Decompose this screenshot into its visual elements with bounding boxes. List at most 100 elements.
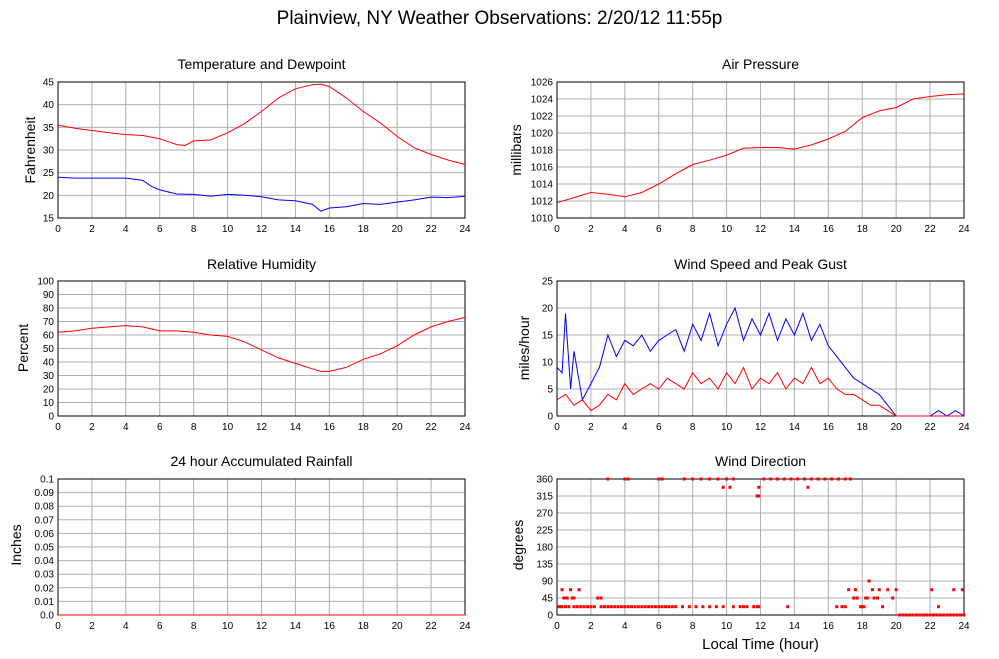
- x-tick-label: 22: [426, 422, 438, 433]
- x-tick-label: 18: [358, 224, 370, 235]
- x-tick-label: 22: [925, 422, 937, 433]
- rainfall-chart: 0 2 4 6 8 10 12 14 16 18 20 22 240.00.010.020.030.04…: [35, 475, 471, 633]
- x-tick-label: 2: [588, 224, 594, 235]
- wind-direction-point: [786, 605, 790, 609]
- wind-direction-point: [599, 596, 603, 600]
- x-tick-label: 14: [789, 422, 801, 433]
- wind-direction-point: [835, 605, 839, 609]
- pressure-series-red-line: [556, 93, 965, 204]
- y-tick-label: 40: [43, 358, 55, 369]
- wind-direction-point: [915, 613, 919, 617]
- x-tick-label: 18: [857, 621, 869, 632]
- wind-direction-point: [864, 596, 868, 600]
- wind-direction-point: [782, 477, 786, 481]
- wind-direction-point: [809, 477, 813, 481]
- wind-direction-point: [816, 477, 820, 481]
- humidity-title: Relative Humidity: [207, 256, 316, 272]
- wind-direction-point: [563, 596, 567, 600]
- wind-direction-point: [830, 477, 834, 481]
- wind-direction-point: [881, 605, 885, 609]
- wind-direction-point: [575, 605, 579, 609]
- wind-speed-title: Wind Speed and Peak Gust: [674, 256, 847, 272]
- rainfall-title: 24 hour Accumulated Rainfall: [170, 453, 353, 469]
- wind-direction-point: [570, 596, 574, 600]
- wind-direction-point: [716, 477, 720, 481]
- wind-direction-point: [701, 605, 705, 609]
- x-tick-label: 8: [191, 621, 197, 632]
- x-tick-label: 20: [392, 621, 404, 632]
- wind-direction-point: [582, 605, 586, 609]
- wind-direction-point: [643, 605, 647, 609]
- wind-direction-point: [589, 605, 593, 609]
- x-tick-label: 14: [290, 422, 302, 433]
- wind-direction-point: [650, 605, 654, 609]
- y-tick-label: 80: [43, 304, 55, 315]
- y-tick-label: 0.04: [35, 556, 55, 567]
- x-tick-label: 20: [891, 621, 903, 632]
- y-tick-label: 25: [43, 168, 55, 179]
- plot-frame: [556, 280, 965, 417]
- x-tick-label: 2: [89, 422, 95, 433]
- wind-direction-point: [569, 588, 573, 592]
- wind-direction-point: [840, 605, 844, 609]
- wind-direction-point: [653, 605, 657, 609]
- wind-direction-point: [757, 605, 761, 609]
- wind-direction-point: [848, 477, 852, 481]
- wind-direction-point: [775, 477, 779, 481]
- wind-direction-point: [572, 596, 576, 600]
- x-tick-label: 20: [891, 224, 903, 235]
- wind-direction-point: [952, 588, 956, 592]
- x-tick-label: 6: [656, 224, 662, 235]
- wind-direction-point: [945, 613, 949, 617]
- temperature-series-red-line: [57, 83, 466, 165]
- wind-direction-point: [687, 605, 691, 609]
- wind-direction-point: [560, 605, 564, 609]
- wind-direction-point: [602, 605, 606, 609]
- x-tick-label: 16: [324, 224, 336, 235]
- y-tick-label: 1018: [531, 146, 554, 157]
- wind-direction-point: [563, 605, 567, 609]
- wind-direction-point: [596, 596, 600, 600]
- wind-direction-point: [670, 605, 674, 609]
- wind-direction-point: [960, 588, 964, 592]
- plot-frame: [57, 280, 466, 417]
- x-tick-label: 18: [857, 422, 869, 433]
- x-tick-label: 20: [392, 224, 404, 235]
- x-tick-label: 16: [324, 621, 336, 632]
- wind-direction-point: [623, 477, 627, 481]
- wind-direction-point: [928, 613, 932, 617]
- wind-direction-point: [586, 605, 590, 609]
- pressure-chart: 0 2 4 6 8 10 12 14 16 18 20 22 241010101210141016101…: [531, 78, 970, 236]
- wind-direction-point: [855, 596, 859, 600]
- wind-direction-point: [823, 477, 827, 481]
- wind-direction-title: Wind Direction: [714, 453, 807, 469]
- wind-direction-point: [682, 477, 686, 481]
- x-tick-label: 6: [157, 422, 163, 433]
- x-tick-label: 20: [392, 422, 404, 433]
- wind-direction-point: [623, 605, 627, 609]
- wind-direction-point: [667, 605, 671, 609]
- x-tick-label: 4: [622, 422, 628, 433]
- wind-direction-point: [577, 588, 581, 592]
- wind-direction-point: [937, 605, 941, 609]
- wind-direction-point: [674, 605, 678, 609]
- x-tick-label: 12: [256, 422, 268, 433]
- wind-direction-point: [757, 494, 761, 498]
- wind-direction-point: [657, 477, 661, 481]
- plot-frame: [556, 81, 965, 219]
- wind-direction-point: [925, 613, 929, 617]
- wind-direction-point: [579, 605, 583, 609]
- x-tick-label: 4: [622, 224, 628, 235]
- y-tick-label: 90: [542, 577, 554, 588]
- y-tick-label: 90: [43, 290, 55, 301]
- x-tick-label: 24: [958, 422, 970, 433]
- wind-direction-point: [757, 485, 761, 489]
- x-tick-label: 24: [459, 422, 471, 433]
- y-tick-label: 15: [542, 331, 554, 342]
- x-tick-label: 8: [690, 422, 696, 433]
- x-tick-label: 0: [55, 224, 61, 235]
- wind-direction-point: [806, 485, 810, 489]
- wind-direction-point: [745, 605, 749, 609]
- x-tick-label: 8: [191, 422, 197, 433]
- y-tick-label: 360: [536, 475, 553, 486]
